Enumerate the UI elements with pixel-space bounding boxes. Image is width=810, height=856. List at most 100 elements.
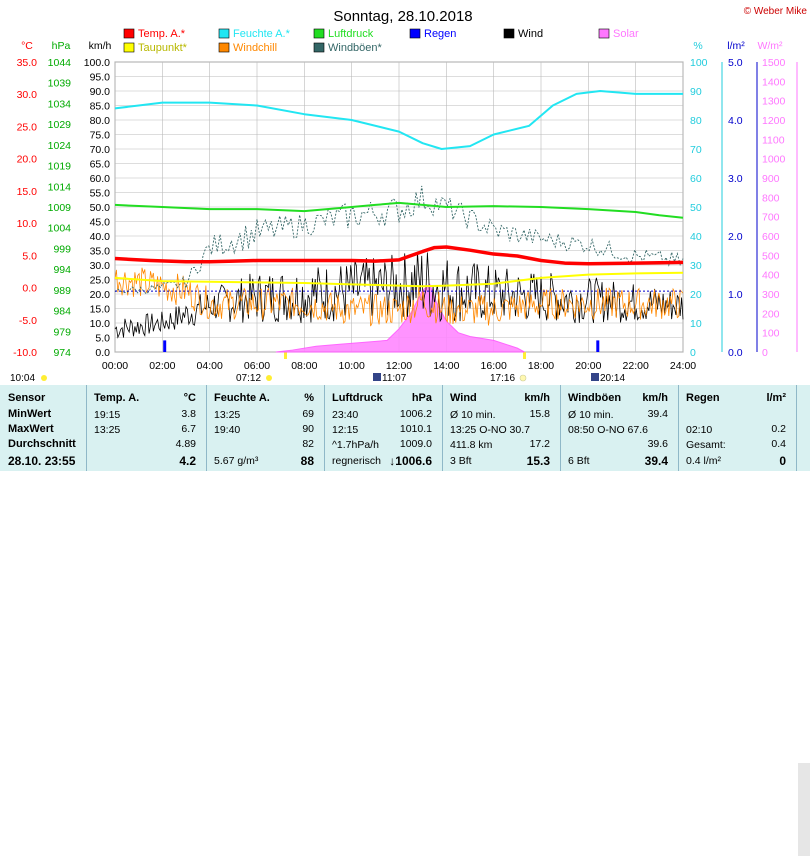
legend-label: Feuchte A.* [233,28,291,40]
tick-wind: 100.0 [84,57,110,69]
legend-swatch [218,42,230,53]
series-taupunkt [114,271,684,288]
tick-humidity: 30 [690,260,702,272]
tick-pressure: 979 [53,326,71,338]
pressure-row-value: 1009.0 [399,438,432,450]
wind-row-time: Ø 10 min. [450,409,496,421]
tick-wind: 45.0 [90,217,111,229]
tick-rain: 4.0 [728,115,743,127]
wind-row-time: 3 Bft [450,455,472,467]
marker-tick [523,352,526,359]
tick-pressure: 1034 [48,98,72,110]
temp-unit: °C [183,392,196,404]
wind-row-value: 15.8 [529,408,550,420]
axis-unit-wind: km/h [89,40,112,52]
rain-row-value: 0.2 [771,423,786,435]
legend-swatch [123,28,135,39]
tick-pressure: 1019 [48,161,72,173]
stats-column-wind: Wind km/h Ø 10 min. 15.8 13:25 O-NO 30.7 411.… [442,385,561,471]
legend-label: Temp. A.* [138,28,186,40]
tick-temp: 35.0 [17,57,38,69]
temp-row-value: 4.89 [175,438,196,450]
legend-swatch [313,28,325,39]
series-wind [114,251,684,339]
tick-temp: 0.0 [22,283,37,295]
tick-temp: 25.0 [17,121,38,133]
rain-row-value: 0 [779,454,786,468]
tick-humidity: 70 [690,144,702,156]
legend-swatch [409,28,421,39]
marker-tick [284,352,287,359]
tick-humidity: 80 [690,115,702,127]
gusts-row-time: 08:50 O-NO 67.6 [568,424,648,436]
tick-solar: 400 [762,270,780,282]
tick-solar: 1000 [762,154,786,166]
x-tick-label: 20:00 [575,360,601,372]
tick-solar: 800 [762,192,780,204]
tick-pressure: 1024 [48,140,72,152]
humid-row-value: 82 [302,438,314,450]
scrollbar[interactable] [798,763,810,856]
tick-wind: 10.0 [90,318,111,330]
legend-swatch [598,28,610,39]
legend-label: Taupunkt* [138,42,188,54]
x-tick-label: 22:00 [623,360,649,372]
tick-wind: 90.0 [90,86,111,98]
stats-column-rain: Regen l/m² 02:10 0.2 Gesamt: 0.4 0.4 l/m² 0 [678,385,797,471]
legend-swatch [218,28,230,39]
axis-unit-humidity: % [693,40,702,52]
x-tick-label: 08:00 [291,360,317,372]
humid-header: Feuchte A. [214,392,270,404]
tick-temp: -10.0 [13,347,37,359]
axis-unit-pressure: hPa [52,40,71,52]
tick-pressure: 1039 [48,78,72,90]
bar-regen [596,340,600,352]
pressure-row-value: 1006.2 [399,408,432,420]
wind-header: Wind [450,392,477,404]
wind-row-value: 17.2 [529,438,550,450]
sun-marker-icon [519,374,527,382]
gusts-header: Windböen [568,392,622,404]
tick-pressure: 989 [53,285,71,297]
tick-humidity: 40 [690,231,702,243]
temp-row-time: 19:15 [94,409,121,421]
tick-temp: 10.0 [17,218,38,230]
x-tick-label: 04:00 [197,360,223,372]
gusts-row-value: 39.4 [647,408,668,420]
tick-solar: 0 [762,347,768,359]
legend-label: Windchill [233,42,277,54]
tick-pressure: 1014 [48,181,72,193]
tick-pressure: 994 [53,264,71,276]
moonset-time: 20:14 [600,373,625,384]
tick-wind: 15.0 [90,304,111,316]
temp-row-time: 13:25 [94,424,121,436]
tick-pressure: 1009 [48,202,72,214]
chart-legend: Temp. A.* Feuchte A.* Luftdruck Regen Wind So… [123,28,639,54]
tick-wind: 80.0 [90,115,111,127]
temp-row-value: 6.7 [181,423,196,435]
tick-temp: 30.0 [17,89,38,101]
rain-row-time: 02:10 [686,424,713,436]
chart-title: Sonntag, 28.10.2018 [333,8,472,25]
tick-temp: 20.0 [17,154,38,166]
marker-left-time: 10:04 [10,373,35,384]
tick-temp: -5.0 [19,315,37,327]
tick-wind: 25.0 [90,275,111,287]
tick-solar: 1300 [762,96,786,108]
tick-solar: 1500 [762,57,786,69]
pressure-row-time: 12:15 [332,424,359,436]
tick-solar: 1400 [762,76,786,88]
humid-unit: % [304,392,314,404]
humid-row-time: 13:25 [214,409,241,421]
wind-row-time: 13:25 O-NO 30.7 [450,424,530,436]
legend-swatch [503,28,515,39]
tick-wind: 60.0 [90,173,111,185]
tick-humidity: 50 [690,202,702,214]
tick-humidity: 100 [690,57,708,69]
legend-label: Wind [518,28,543,40]
tick-pressure: 974 [53,347,71,359]
axis-unit-rain: l/m² [727,40,745,52]
moonrise-time: 11:07 [382,373,407,384]
pressure-header: Luftdruck [332,392,383,404]
copyright-text: © Weber Mike [744,6,808,17]
